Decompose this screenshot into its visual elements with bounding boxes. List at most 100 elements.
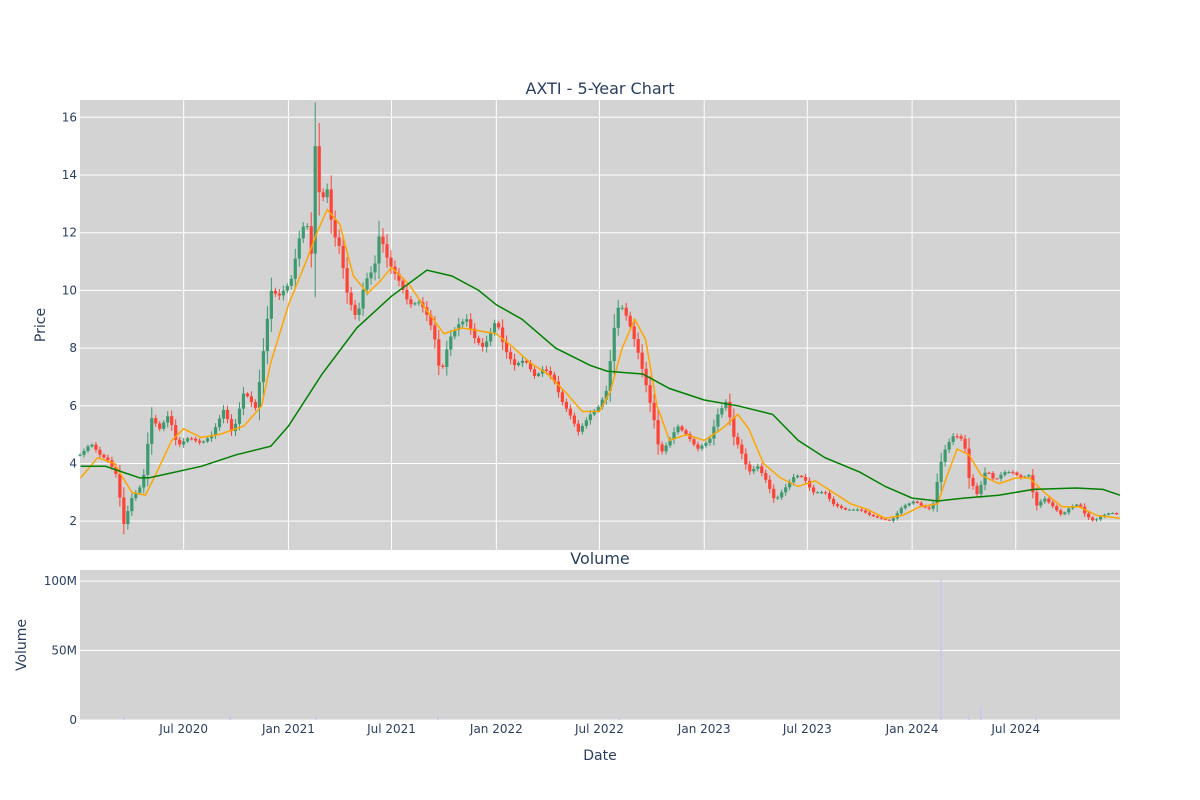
candle-body xyxy=(1087,513,1091,518)
candle-body xyxy=(636,339,640,353)
candle-body xyxy=(142,474,146,488)
candle-body xyxy=(788,482,792,488)
candle-body xyxy=(1043,498,1047,502)
candle-body xyxy=(728,401,732,418)
candle-body xyxy=(453,329,457,337)
candle-body xyxy=(433,325,437,340)
candle-body xyxy=(863,510,868,513)
candle-body xyxy=(90,444,94,447)
candle-body xyxy=(919,502,923,506)
candle-body xyxy=(568,408,572,416)
candle-body xyxy=(481,342,485,347)
candle-body xyxy=(198,440,202,443)
candle-body xyxy=(122,497,126,525)
candle-body xyxy=(241,393,246,409)
candle-body xyxy=(796,475,800,478)
price-y-tick-label: 8 xyxy=(69,341,77,355)
ma-long-line xyxy=(80,269,1121,502)
candle-body xyxy=(528,362,533,370)
candle-body xyxy=(572,415,576,424)
candle-body xyxy=(967,448,971,478)
candle-body xyxy=(504,341,509,353)
candle-body xyxy=(716,414,720,427)
candle-body xyxy=(560,392,565,402)
candle-body xyxy=(78,454,82,456)
volume-bar xyxy=(940,579,942,720)
candle-body xyxy=(281,290,285,296)
x-tick-label: Jul 2023 xyxy=(782,722,832,736)
candle-body xyxy=(349,292,353,305)
candle-body xyxy=(935,481,939,504)
candle-body xyxy=(457,324,461,330)
ma-short-line xyxy=(80,208,1121,520)
candle-body xyxy=(178,439,182,445)
candle-body xyxy=(688,434,692,440)
date-x-ticks: Jul 2020 Jan 2021 Jul 2021 Jan 2022 Jul 2022… xyxy=(158,722,1040,736)
candle-body xyxy=(405,289,409,300)
candle-body xyxy=(772,488,776,499)
candle-body xyxy=(604,390,608,400)
candle-body xyxy=(329,189,333,220)
candle-body xyxy=(166,416,170,423)
volume-y-tick-label: 50M xyxy=(51,644,77,658)
candle-body xyxy=(804,477,808,481)
price-y-tick-label: 4 xyxy=(69,456,77,470)
candle-body xyxy=(182,441,186,445)
candle-body xyxy=(261,351,265,383)
candle-body xyxy=(305,226,309,228)
candle-body xyxy=(233,423,238,432)
x-tick-label: Jul 2021 xyxy=(366,722,416,736)
candle-body xyxy=(732,417,736,437)
candle-body xyxy=(325,189,329,198)
candle-body xyxy=(1067,508,1071,513)
candle-body xyxy=(815,492,820,494)
candle-body xyxy=(138,487,142,493)
candle-body xyxy=(971,477,975,486)
candle-body xyxy=(955,436,959,438)
candle-body xyxy=(947,442,951,450)
candle-body xyxy=(684,430,688,435)
candle-body xyxy=(341,245,345,269)
candle-body xyxy=(620,307,624,309)
candle-body xyxy=(552,374,557,382)
candle-body xyxy=(756,466,760,469)
candle-body xyxy=(736,436,740,445)
candle-body xyxy=(800,475,804,478)
candle-body xyxy=(548,370,553,375)
candle-body xyxy=(851,509,856,511)
candle-body xyxy=(891,518,895,521)
candle-body xyxy=(843,507,848,510)
candle-body xyxy=(1075,504,1079,506)
price-y-tick-label: 10 xyxy=(62,283,77,297)
candle-body xyxy=(353,304,357,315)
candle-body xyxy=(995,478,999,480)
candle-body xyxy=(839,506,844,508)
volume-bar xyxy=(1034,717,1037,720)
candle-body xyxy=(1039,501,1043,506)
candle-body xyxy=(361,289,365,309)
candle-body xyxy=(106,457,110,461)
price-candles xyxy=(78,102,1119,535)
candle-body xyxy=(819,492,824,494)
candle-body xyxy=(409,299,413,305)
candle-body xyxy=(831,498,836,505)
candle-body xyxy=(102,454,106,458)
candle-body xyxy=(397,273,401,281)
candle-body xyxy=(1114,513,1119,515)
candle-body xyxy=(644,368,648,386)
candle-body xyxy=(811,487,816,493)
x-tick-label: Jul 2020 xyxy=(158,722,208,736)
candle-body xyxy=(501,327,505,342)
candle-body xyxy=(867,512,871,515)
candle-body xyxy=(174,425,178,440)
volume-bar xyxy=(436,717,439,720)
candle-body xyxy=(337,237,341,246)
candle-body xyxy=(508,352,513,360)
volume-y-tick-label: 100M xyxy=(44,574,77,588)
candle-body xyxy=(130,498,134,512)
candle-body xyxy=(740,444,744,454)
candle-body xyxy=(676,426,680,433)
candle-body xyxy=(1031,475,1035,493)
candle-body xyxy=(576,423,580,432)
candle-body xyxy=(780,492,784,498)
